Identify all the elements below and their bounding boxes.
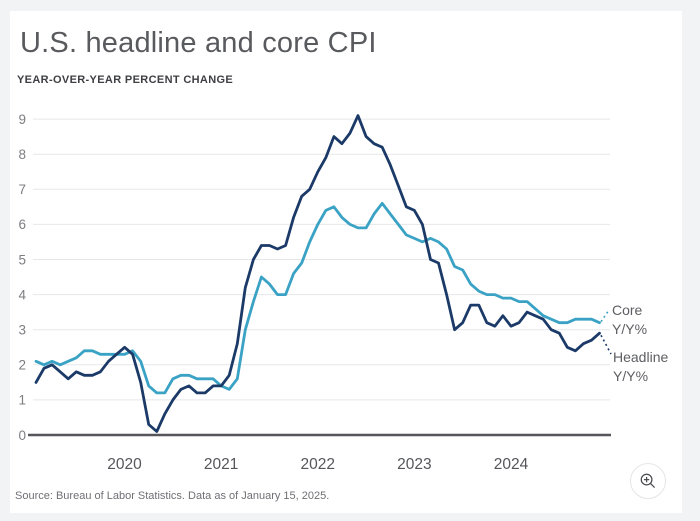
headline-line — [34, 114, 601, 433]
cpi-line-chart: 0 1 2 3 4 5 6 7 8 9 2020 2021 2022 2023 2024 Headline Y/… — [18, 112, 668, 473]
chart-subtitle: YEAR-OVER-YEAR PERCENT CHANGE — [17, 74, 234, 86]
x-axis-label: 2024 — [494, 456, 529, 473]
y-axis-label: 4 — [18, 287, 26, 302]
y-axis-label: 6 — [18, 217, 26, 232]
core-end-label: Core — [612, 302, 643, 318]
x-axis-label: 2020 — [107, 456, 142, 473]
headline-end-label: Y/Y% — [613, 368, 648, 384]
x-axis-label: 2021 — [204, 456, 238, 473]
zoom-in-icon — [640, 473, 655, 488]
label-connector — [600, 334, 612, 355]
chart-card: U.S. headline and core CPI YEAR-OVER-YEA… — [10, 11, 682, 513]
source-note: Source: Bureau of Labor Statistics. Data… — [15, 490, 330, 502]
y-axis-label: 0 — [18, 428, 26, 443]
x-axis-label: 2023 — [397, 456, 431, 473]
y-axis-label: 1 — [18, 393, 26, 408]
y-axis-label: 5 — [18, 252, 26, 267]
y-axis-label: 3 — [18, 323, 26, 338]
y-axis-label: 7 — [18, 182, 26, 197]
zoom-button[interactable] — [630, 463, 666, 499]
page-title: U.S. headline and core CPI — [20, 27, 377, 59]
y-axis-label: 9 — [18, 112, 26, 127]
headline-end-label: Headline — [613, 349, 668, 365]
y-axis-label: 8 — [18, 147, 26, 162]
x-axis-label: 2022 — [301, 456, 335, 473]
y-axis-label: 2 — [18, 358, 26, 373]
label-connector — [600, 309, 610, 323]
core-end-label: Y/Y% — [612, 321, 647, 337]
